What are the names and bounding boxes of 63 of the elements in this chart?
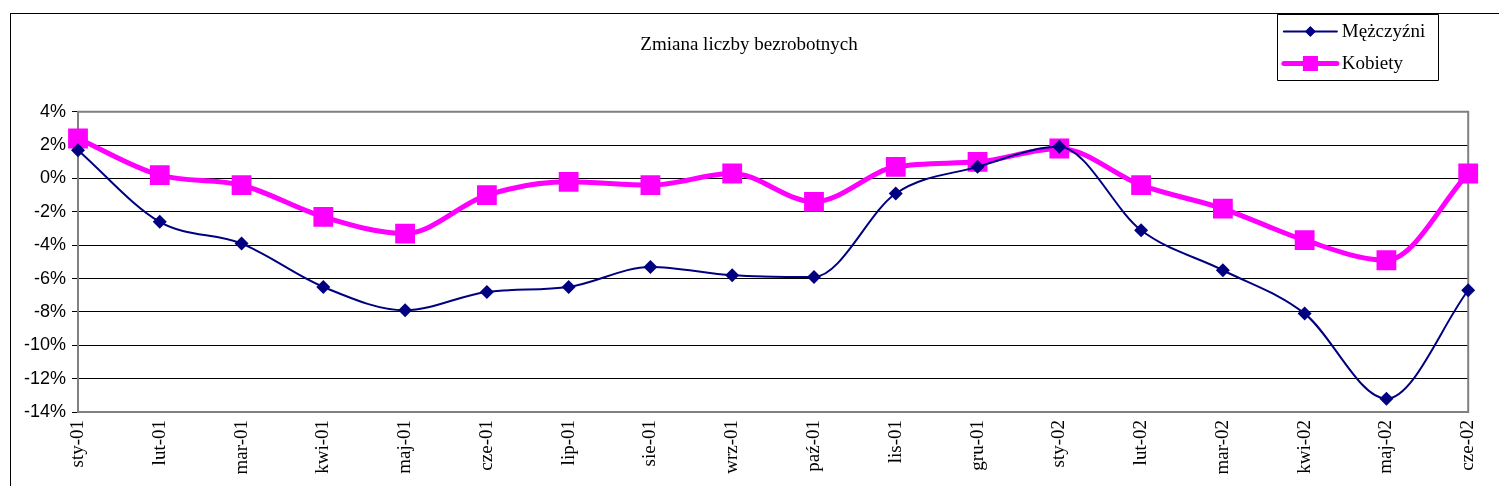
- point: [231, 175, 252, 196]
- point: [885, 156, 906, 177]
- x-tick-label: cze-02: [1456, 420, 1478, 471]
- point: [152, 214, 167, 229]
- x-tick-label: sie-01: [638, 420, 660, 467]
- x-tick-label: lut-01: [147, 420, 169, 466]
- point: [1376, 250, 1397, 271]
- point: [804, 191, 824, 212]
- x-tick-label: gru-01: [965, 420, 987, 471]
- point: [643, 259, 658, 274]
- point: [476, 185, 497, 206]
- point: [398, 303, 413, 318]
- x-tick-label: mar-01: [229, 420, 251, 475]
- x-tick-label: mar-02: [1210, 420, 1232, 475]
- point: [316, 279, 331, 294]
- point: [1461, 283, 1476, 298]
- point: [479, 284, 494, 299]
- y-tick-label: -14%: [23, 400, 66, 421]
- legend-label: Mężczyźni: [1341, 20, 1426, 42]
- y-tick-label: -2%: [33, 200, 66, 221]
- chart-title: Zmiana liczby bezrobotnych: [640, 33, 859, 55]
- x-tick-label: kwi-01: [311, 420, 333, 474]
- y-tick-label: -8%: [33, 300, 66, 321]
- point: [71, 143, 85, 158]
- x-tick-label: lip-01: [556, 420, 578, 466]
- point: [1134, 223, 1149, 238]
- point: [1131, 175, 1151, 196]
- x-tick-label: lis-01: [883, 420, 905, 464]
- x-tick-label: cze-01: [474, 420, 496, 471]
- point: [1379, 391, 1394, 406]
- y-tick-label: -10%: [23, 334, 66, 355]
- y-tick-label: 0%: [39, 167, 66, 188]
- point: [640, 175, 661, 196]
- y-tick-label: -6%: [33, 267, 66, 288]
- y-tick-label: -4%: [33, 234, 66, 255]
- point: [1297, 306, 1312, 321]
- x-tick-label: maj-02: [1374, 420, 1396, 474]
- point: [558, 171, 579, 192]
- x-tick-label: maj-01: [393, 420, 415, 474]
- point: [806, 269, 821, 284]
- point: [234, 236, 249, 251]
- point: [1212, 198, 1233, 219]
- point: [888, 186, 903, 201]
- x-tick-label: lut-02: [1129, 420, 1151, 466]
- y-tick-label: 4%: [39, 100, 66, 121]
- x-tick-label: kwi-02: [1292, 420, 1314, 474]
- x-tick-label: wrz-01: [720, 420, 742, 474]
- point: [561, 279, 576, 294]
- point: [313, 206, 334, 227]
- x-tick-label: sty-02: [1047, 420, 1069, 468]
- point: [395, 223, 416, 244]
- y-tick-label: 2%: [39, 134, 66, 155]
- point: [68, 128, 88, 149]
- point: [722, 163, 743, 184]
- x-tick-label: paź-01: [801, 420, 823, 472]
- point: [1458, 163, 1479, 184]
- legend-label: Kobiety: [1341, 52, 1404, 74]
- point: [149, 165, 170, 186]
- x-tick-label: sty-01: [65, 420, 87, 468]
- y-tick-label: -12%: [23, 367, 66, 388]
- point: [1294, 230, 1315, 251]
- point: [1215, 263, 1230, 278]
- point: [725, 268, 740, 283]
